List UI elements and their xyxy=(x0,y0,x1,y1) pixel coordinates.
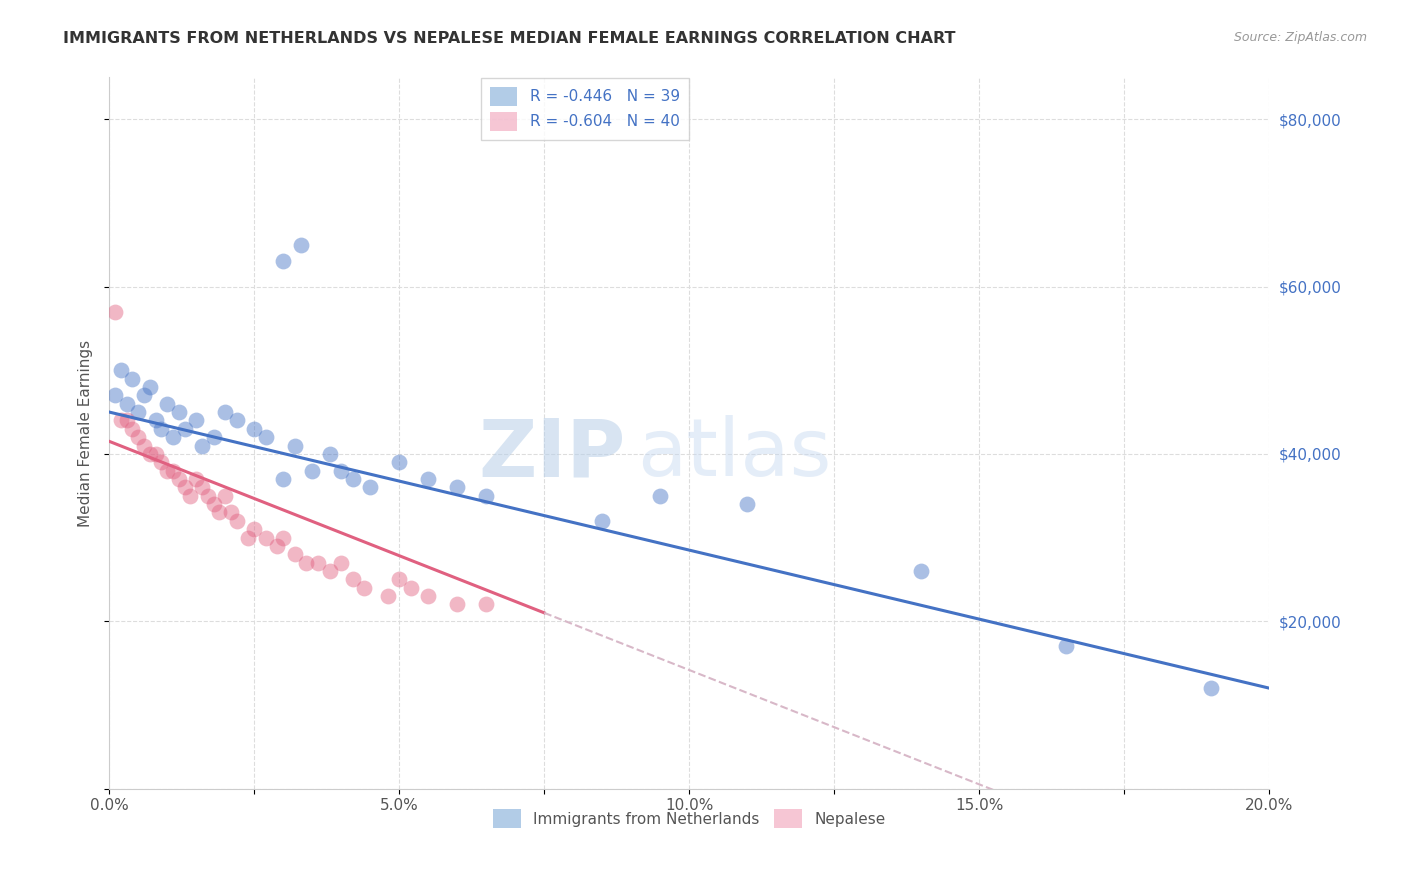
Point xyxy=(290,237,312,252)
Text: IMMIGRANTS FROM NETHERLANDS VS NEPALESE MEDIAN FEMALE EARNINGS CORRELATION CHART: IMMIGRANTS FROM NETHERLANDS VS NEPALESE … xyxy=(63,31,956,46)
Point xyxy=(418,472,440,486)
Point xyxy=(243,522,266,536)
Point xyxy=(179,489,201,503)
Point xyxy=(162,464,184,478)
Point xyxy=(650,489,672,503)
Point xyxy=(591,514,613,528)
Point xyxy=(266,539,288,553)
Point xyxy=(295,556,318,570)
Point xyxy=(115,413,138,427)
Point xyxy=(399,581,422,595)
Point xyxy=(330,464,353,478)
Point xyxy=(197,489,219,503)
Text: Source: ZipAtlas.com: Source: ZipAtlas.com xyxy=(1233,31,1367,45)
Point xyxy=(132,438,155,452)
Point xyxy=(145,447,167,461)
Point xyxy=(446,480,468,494)
Point xyxy=(132,388,155,402)
Point xyxy=(104,304,127,318)
Text: atlas: atlas xyxy=(637,416,831,493)
Point xyxy=(342,573,364,587)
Point xyxy=(284,438,307,452)
Point xyxy=(1199,681,1222,695)
Point xyxy=(243,422,266,436)
Point xyxy=(121,422,143,436)
Point xyxy=(191,480,214,494)
Point xyxy=(191,438,214,452)
Point xyxy=(271,254,294,268)
Point xyxy=(254,430,277,444)
Point xyxy=(735,497,758,511)
Point xyxy=(145,413,167,427)
Point xyxy=(167,405,190,419)
Point xyxy=(110,363,132,377)
Legend: Immigrants from Netherlands, Nepalese: Immigrants from Netherlands, Nepalese xyxy=(486,804,891,834)
Point xyxy=(271,531,294,545)
Point xyxy=(150,422,173,436)
Point xyxy=(238,531,260,545)
Point xyxy=(162,430,184,444)
Point xyxy=(186,472,208,486)
Point xyxy=(173,480,195,494)
Point xyxy=(377,589,399,603)
Point xyxy=(388,455,411,469)
Point xyxy=(139,380,162,394)
Point xyxy=(219,506,242,520)
Point xyxy=(388,573,411,587)
Point xyxy=(202,497,225,511)
Point xyxy=(418,589,440,603)
Point xyxy=(446,598,468,612)
Point xyxy=(225,413,247,427)
Point xyxy=(127,430,149,444)
Point xyxy=(910,564,932,578)
Point xyxy=(284,547,307,561)
Point xyxy=(301,464,323,478)
Point xyxy=(167,472,190,486)
Point xyxy=(214,405,236,419)
Point xyxy=(173,422,195,436)
Point xyxy=(208,506,231,520)
Point xyxy=(271,472,294,486)
Point xyxy=(254,531,277,545)
Point xyxy=(156,397,179,411)
Point xyxy=(139,447,162,461)
Point xyxy=(359,480,381,494)
Point xyxy=(150,455,173,469)
Text: ZIP: ZIP xyxy=(478,416,626,493)
Point xyxy=(307,556,329,570)
Point xyxy=(110,413,132,427)
Point xyxy=(330,556,353,570)
Point xyxy=(186,413,208,427)
Point xyxy=(342,472,364,486)
Point xyxy=(115,397,138,411)
Point xyxy=(475,489,498,503)
Point xyxy=(121,371,143,385)
Point xyxy=(318,564,340,578)
Y-axis label: Median Female Earnings: Median Female Earnings xyxy=(79,340,93,526)
Point xyxy=(1054,640,1077,654)
Point xyxy=(475,598,498,612)
Point xyxy=(127,405,149,419)
Point xyxy=(225,514,247,528)
Point xyxy=(104,388,127,402)
Point xyxy=(318,447,340,461)
Point xyxy=(214,489,236,503)
Point xyxy=(353,581,375,595)
Point xyxy=(202,430,225,444)
Point xyxy=(156,464,179,478)
